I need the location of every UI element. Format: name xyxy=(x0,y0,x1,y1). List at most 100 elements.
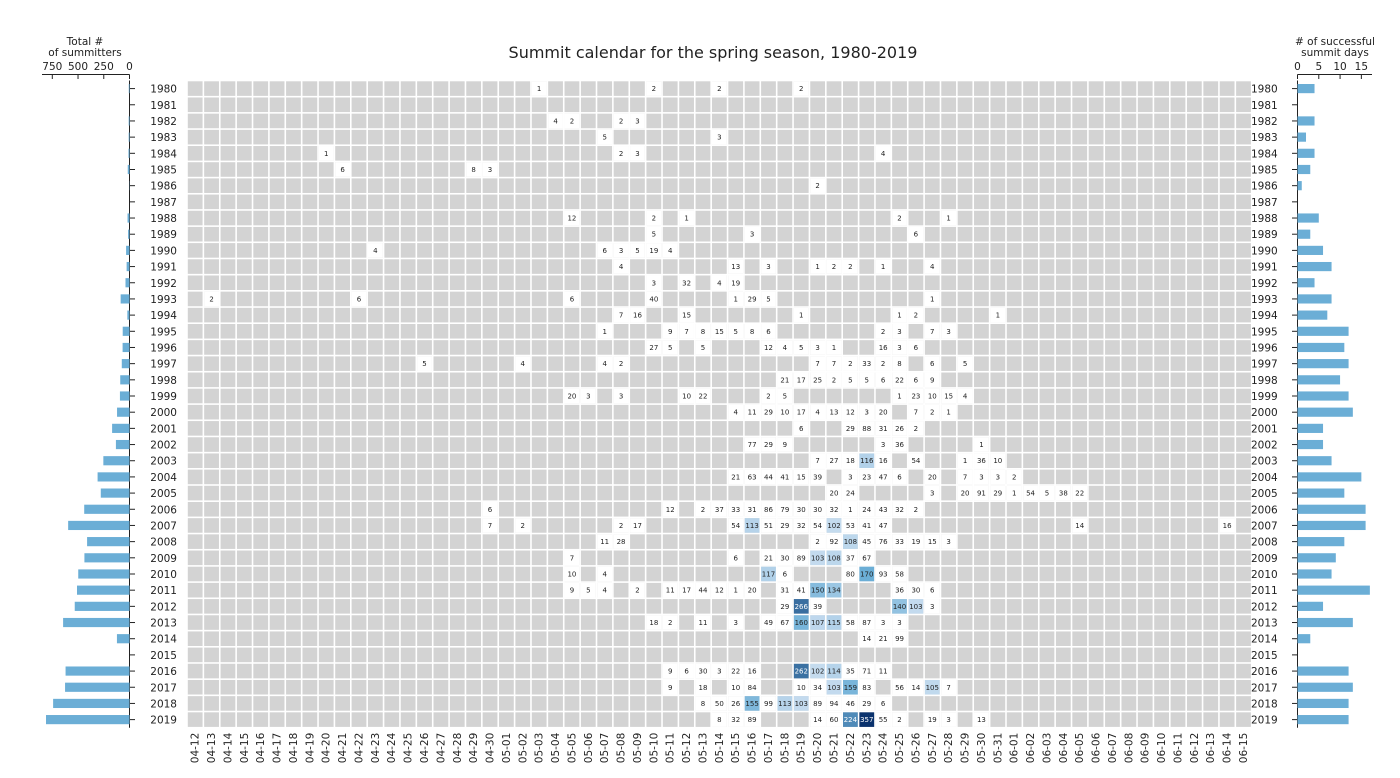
empty-cell xyxy=(1203,485,1219,501)
empty-cell xyxy=(826,162,842,177)
heat-cell xyxy=(777,696,793,711)
empty-cell xyxy=(580,615,596,630)
heat-cell xyxy=(793,307,809,323)
empty-cell xyxy=(286,501,301,517)
empty-cell xyxy=(1088,663,1104,679)
empty-cell xyxy=(482,129,498,145)
empty-cell xyxy=(499,631,514,646)
empty-cell xyxy=(204,534,219,549)
empty-cell xyxy=(613,485,629,501)
empty-cell xyxy=(499,210,514,226)
heat-cell xyxy=(810,599,826,614)
empty-cell xyxy=(826,275,842,291)
cell-value: 102 xyxy=(827,522,840,530)
empty-cell xyxy=(351,356,367,371)
cell-value: 3 xyxy=(766,263,770,271)
empty-cell xyxy=(826,388,842,404)
empty-cell xyxy=(433,243,449,258)
empty-cell xyxy=(957,712,973,727)
empty-cell xyxy=(482,388,498,404)
cell-value: 24 xyxy=(862,506,871,514)
empty-cell xyxy=(417,243,432,258)
empty-cell xyxy=(1186,631,1202,646)
empty-cell xyxy=(302,501,318,517)
empty-cell xyxy=(253,679,269,695)
empty-cell xyxy=(1023,162,1038,177)
empty-cell xyxy=(908,696,924,711)
date-label: 05-05 xyxy=(566,733,578,764)
heat-cell xyxy=(597,243,613,258)
empty-cell xyxy=(630,615,645,630)
cell-value: 2 xyxy=(914,506,918,514)
heat-cell xyxy=(695,582,711,598)
heat-cell xyxy=(761,259,776,274)
empty-cell xyxy=(417,226,432,242)
empty-cell xyxy=(597,275,613,291)
heat-cell xyxy=(892,340,907,355)
empty-cell xyxy=(253,388,269,404)
empty-cell xyxy=(384,146,400,161)
date-label: 05-17 xyxy=(763,733,775,764)
empty-cell xyxy=(613,340,629,355)
empty-cell xyxy=(957,226,973,242)
empty-cell xyxy=(875,275,891,291)
empty-cell xyxy=(990,340,1006,355)
empty-cell xyxy=(1006,113,1022,129)
empty-cell xyxy=(515,534,531,549)
cell-value: 15 xyxy=(944,393,953,401)
empty-cell xyxy=(548,566,563,582)
empty-cell xyxy=(630,485,645,501)
empty-cell xyxy=(318,631,334,646)
cell-value: 224 xyxy=(844,716,858,724)
cell-value: 77 xyxy=(748,441,757,449)
empty-cell xyxy=(630,162,645,177)
heat-cell xyxy=(728,501,744,517)
empty-cell xyxy=(744,275,760,291)
empty-cell xyxy=(1203,356,1219,371)
empty-cell xyxy=(695,307,711,323)
heat-cell xyxy=(924,324,940,339)
empty-cell xyxy=(400,469,416,485)
empty-cell xyxy=(499,243,514,258)
empty-cell xyxy=(269,129,285,145)
empty-cell xyxy=(990,566,1006,582)
empty-cell xyxy=(728,81,744,96)
empty-cell xyxy=(482,437,498,452)
empty-cell xyxy=(1006,615,1022,630)
date-label: 05-15 xyxy=(730,733,742,764)
heat-cell xyxy=(613,388,629,404)
empty-cell xyxy=(597,453,613,469)
empty-cell xyxy=(400,210,416,226)
empty-cell xyxy=(400,372,416,388)
heat-cell xyxy=(679,210,694,226)
empty-cell xyxy=(515,663,531,679)
empty-cell xyxy=(269,324,285,339)
empty-cell xyxy=(1186,275,1202,291)
empty-cell xyxy=(548,162,563,177)
cell-value: 2 xyxy=(1012,473,1016,481)
empty-cell xyxy=(613,275,629,291)
empty-cell xyxy=(433,696,449,711)
empty-cell xyxy=(335,647,350,663)
empty-cell xyxy=(187,162,203,177)
cell-value: 3 xyxy=(488,166,492,174)
empty-cell xyxy=(711,388,727,404)
heat-cell xyxy=(941,210,957,226)
right-bar xyxy=(1297,359,1349,369)
heat-cell xyxy=(744,324,760,339)
heat-cell xyxy=(859,404,875,420)
empty-cell xyxy=(318,534,334,549)
heat-cell xyxy=(843,518,858,533)
empty-cell xyxy=(957,534,973,549)
empty-cell xyxy=(548,647,563,663)
empty-cell xyxy=(1088,550,1104,566)
empty-cell xyxy=(1186,421,1202,436)
empty-cell xyxy=(793,453,809,469)
empty-cell xyxy=(1154,550,1169,566)
heat-cell xyxy=(974,469,989,485)
empty-cell xyxy=(187,129,203,145)
empty-cell xyxy=(957,178,973,193)
empty-cell xyxy=(974,518,989,533)
empty-cell xyxy=(564,599,580,614)
empty-cell xyxy=(204,340,219,355)
